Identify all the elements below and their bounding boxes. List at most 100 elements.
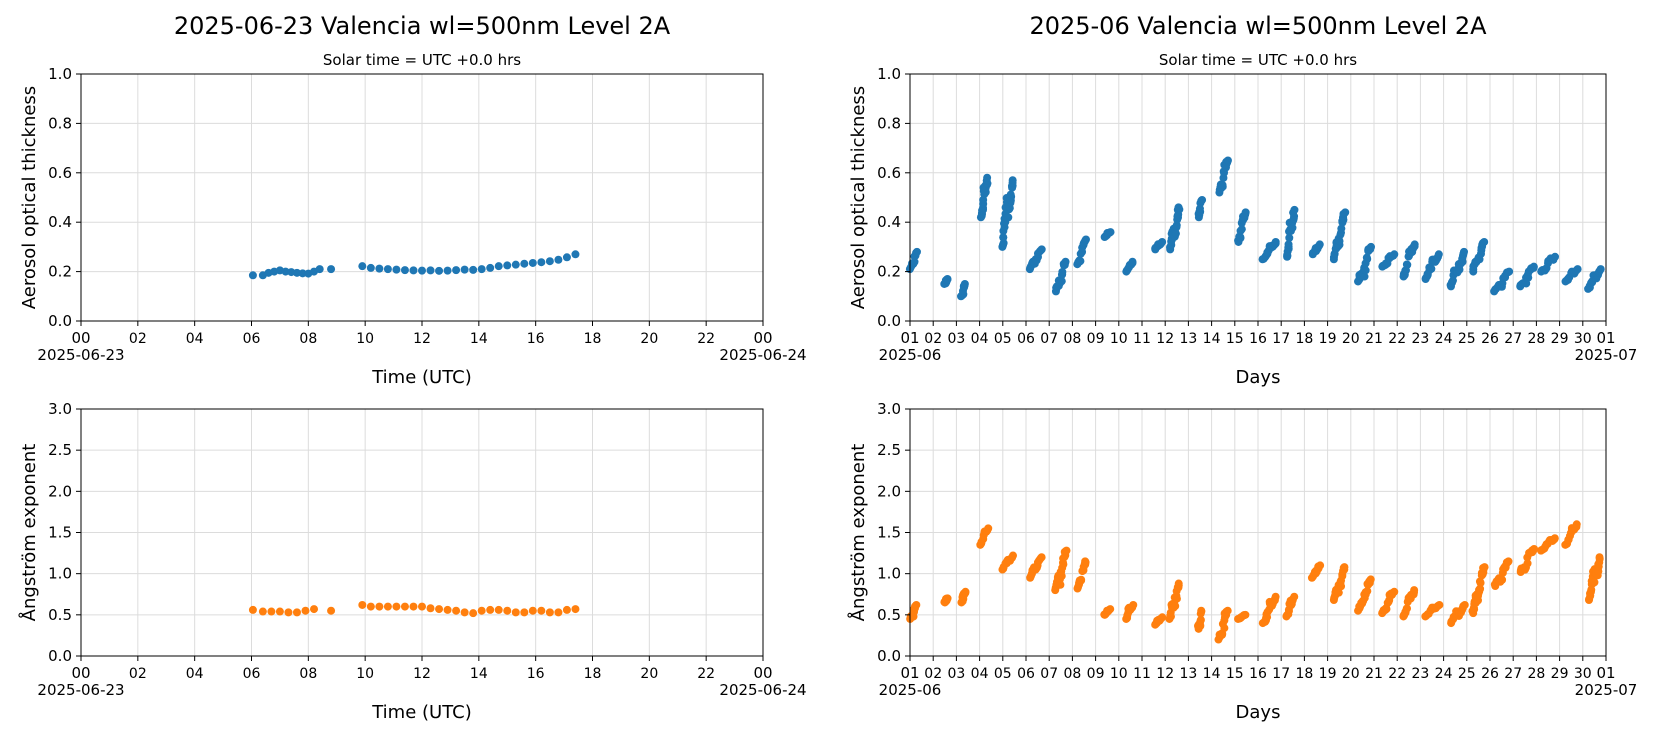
data-point (1290, 592, 1299, 601)
x-tick-label: 23 (1411, 331, 1429, 347)
data-point (1218, 181, 1227, 190)
data-point (545, 608, 554, 617)
data-point (1315, 240, 1324, 249)
left-title: 2025-06-23 Valencia wl=500nm Level 2A (174, 12, 671, 40)
data-point (327, 606, 336, 615)
x-tick-label: 14 (1203, 331, 1221, 347)
data-point (1361, 266, 1370, 275)
x-axis-label: Time (UTC) (371, 702, 472, 723)
data-point (511, 260, 520, 269)
y-tick-label: 0.2 (48, 263, 72, 281)
x-tick-label: 04 (971, 331, 989, 347)
y-axis-label: Aerosol optical thickness (848, 86, 869, 309)
data-point (400, 266, 409, 275)
data-point (1171, 229, 1180, 238)
data-point (1058, 267, 1067, 276)
data-point (1285, 233, 1294, 242)
data-point (1523, 559, 1532, 568)
data-point (1363, 255, 1372, 264)
data-point (1410, 586, 1419, 595)
x-tick-label: 20 (1342, 666, 1360, 682)
daily-angstrom-panel: 0.0 0.5 1.0 1.5 2.0 2.5 3.0 00 02 04 06 08 10 12 14 16 1… (18, 400, 807, 723)
data-point (1340, 563, 1349, 572)
x-tick-label: 11 (1133, 666, 1151, 682)
data-point (1008, 176, 1017, 185)
data-point (1529, 262, 1538, 271)
x-tick-label: 02 (129, 666, 147, 682)
data-point (571, 250, 580, 259)
x-axis-label: Time (UTC) (371, 367, 472, 388)
x-tick-label: 27 (1504, 331, 1522, 347)
x-tick-label: 08 (299, 331, 317, 347)
x-tick-label: 19 (1319, 331, 1337, 347)
data-point (1455, 265, 1464, 274)
data-point (912, 600, 921, 609)
data-point (301, 606, 310, 615)
x-axis-label: Days (1236, 702, 1281, 723)
data-point (1290, 205, 1299, 214)
data-point (999, 233, 1008, 242)
x-tick-label: 17 (1272, 666, 1290, 682)
data-point (327, 265, 336, 274)
x-tick-label: 01 (900, 329, 919, 347)
data-point (1197, 606, 1206, 615)
x-tick-label: 22 (697, 331, 715, 347)
y-tick-label: 0.5 (48, 606, 72, 624)
data-point (1316, 561, 1325, 570)
x-tick-label: 21 (1365, 666, 1383, 682)
x-tick-label: 16 (527, 666, 545, 682)
data-point (1284, 240, 1293, 249)
x-tick-label: 24 (1435, 666, 1453, 682)
data-point (528, 258, 537, 267)
data-point (1081, 235, 1090, 244)
x-tick-label: 18 (1295, 331, 1313, 347)
x-tick-label: 14 (470, 331, 488, 347)
data-point (409, 602, 418, 611)
y-tick-label: 1.0 (48, 565, 72, 583)
data-point (1196, 615, 1205, 624)
data-point (1505, 267, 1514, 276)
x-tick-label: 25 (1458, 331, 1476, 347)
data-point (494, 605, 503, 614)
x-tick-label: 00 (753, 329, 772, 347)
x-tick-label: 20 (1342, 331, 1360, 347)
data-point (267, 607, 276, 616)
data-point (1057, 277, 1066, 286)
x-tick-label: 12 (1156, 331, 1174, 347)
data-point (1158, 613, 1167, 622)
data-point (435, 605, 444, 614)
data-point (418, 266, 426, 275)
data-point (545, 257, 554, 266)
x-tick-label: 08 (1063, 666, 1081, 682)
data-point (1271, 592, 1280, 601)
data-point (469, 609, 478, 618)
data-point (1480, 563, 1489, 572)
data-point (1476, 584, 1485, 593)
data-point (1572, 520, 1581, 529)
x-tick-label: 04 (186, 331, 204, 347)
x-tick-label: 12 (413, 666, 431, 682)
data-point (358, 262, 367, 271)
data-point (1390, 587, 1399, 596)
data-point (1360, 272, 1369, 281)
data-point (1004, 213, 1013, 222)
data-point (554, 608, 563, 617)
data-point (1106, 605, 1115, 614)
x-end-date-label: 2025-06-24 (719, 346, 806, 364)
data-point (452, 606, 461, 615)
x-end-date-label: 2025-07 (1575, 681, 1638, 699)
data-point (562, 253, 571, 262)
x-end-date-label: 2025-07 (1575, 346, 1638, 364)
x-tick-label: 01 (1596, 329, 1615, 347)
x-tick-label: 27 (1504, 666, 1522, 682)
data-point (477, 265, 486, 274)
data-point (1271, 237, 1280, 246)
y-tick-label: 0.0 (48, 647, 72, 665)
x-tick-label: 22 (1388, 666, 1406, 682)
data-point (1081, 557, 1090, 566)
x-tick-label: 19 (1319, 666, 1337, 682)
x-tick-label: 15 (1226, 666, 1244, 682)
x-tick-label: 23 (1411, 666, 1429, 682)
data-point (258, 607, 267, 616)
